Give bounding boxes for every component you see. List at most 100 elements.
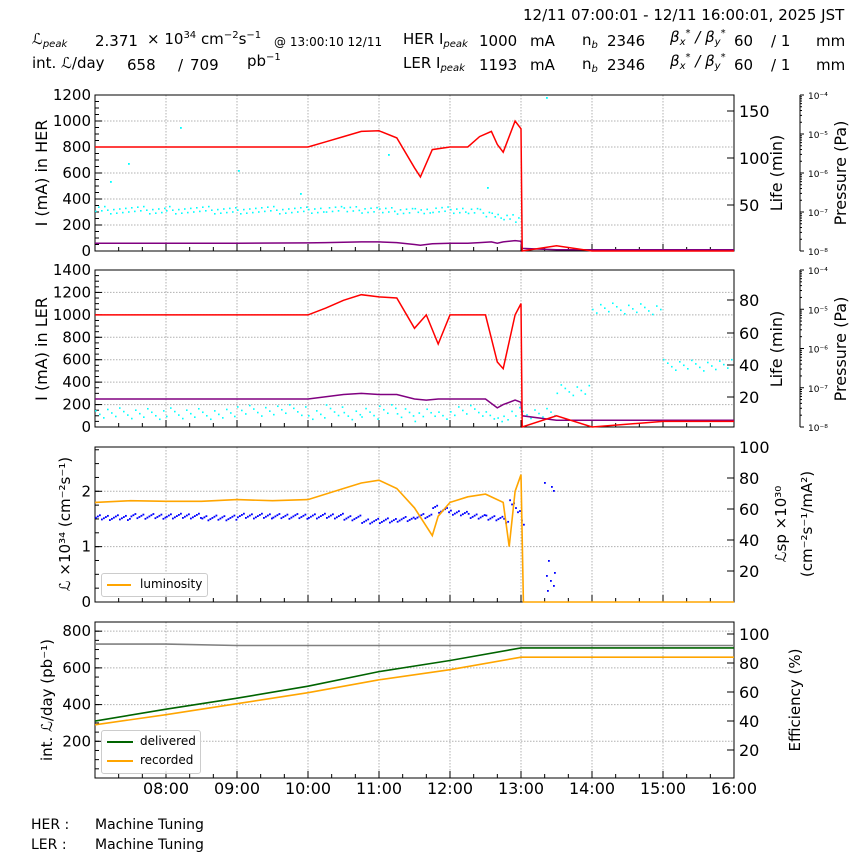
svg-text:Life (min): Life (min) <box>767 135 786 212</box>
ler-peak-current: 1193 <box>479 56 518 74</box>
svg-text:10⁻⁶: 10⁻⁶ <box>808 346 828 356</box>
svg-text:200: 200 <box>62 732 91 750</box>
svg-text:400: 400 <box>62 373 91 391</box>
luminosity-legend-label: luminosity <box>140 577 203 591</box>
svg-text:int. ℒ/day (pb⁻¹): int. ℒ/day (pb⁻¹) <box>38 639 56 761</box>
svg-text:800: 800 <box>62 138 91 156</box>
svg-text:14:00: 14:00 <box>569 779 615 798</box>
svg-text:150: 150 <box>739 102 770 121</box>
ler-beta-label: βx* / βy* <box>670 52 726 72</box>
peak-lumi-label: ℒpeak <box>32 30 68 50</box>
svg-text:ℒ ×10³⁴ (cm⁻²s⁻¹): ℒ ×10³⁴ (cm⁻²s⁻¹) <box>56 457 74 591</box>
svg-text:600: 600 <box>62 351 91 369</box>
peak-time: @ 13:00:10 12/11 <box>274 35 383 49</box>
svg-text:10⁻⁸: 10⁻⁸ <box>808 424 828 434</box>
svg-text:16:00: 16:00 <box>711 779 757 798</box>
int-lumi-label: int. ℒ/day <box>32 54 105 72</box>
footer-her-status: Machine Tuning <box>95 817 204 833</box>
svg-text:60: 60 <box>739 500 759 519</box>
svg-text:Efficiency (%): Efficiency (%) <box>786 649 804 752</box>
svg-text:40: 40 <box>739 356 759 375</box>
her-beta-unit: mm <box>816 32 846 50</box>
ler-peak-label: LER Ipeak <box>403 54 465 74</box>
her-peak-label: HER Ipeak <box>403 30 468 50</box>
panel-2 <box>94 269 735 428</box>
svg-text:20: 20 <box>739 741 759 760</box>
her-beta-y: / 1 <box>771 32 791 50</box>
svg-text:800: 800 <box>62 622 91 640</box>
svg-text:Pressure (Pa): Pressure (Pa) <box>831 121 850 226</box>
recorded-legend-label: recorded <box>140 753 194 767</box>
svg-text:I (mA) in LER: I (mA) in LER <box>32 297 51 401</box>
svg-text:1400: 1400 <box>53 261 91 279</box>
svg-text:11:00: 11:00 <box>356 779 402 798</box>
svg-text:1200: 1200 <box>53 86 91 104</box>
svg-text:1: 1 <box>81 538 91 556</box>
svg-text:10⁻⁴: 10⁻⁴ <box>808 92 828 102</box>
int-lumi-unit: pb−1 <box>247 52 281 70</box>
ler-nb: 2346 <box>607 56 646 74</box>
svg-text:400: 400 <box>62 696 91 714</box>
her-beta-label: βx* / βy* <box>670 28 726 48</box>
svg-text:0: 0 <box>81 242 91 260</box>
svg-text:600: 600 <box>62 164 91 182</box>
footer-her-label: HER : <box>31 817 70 833</box>
ler-current-unit: mA <box>530 56 555 74</box>
svg-text:Life (min): Life (min) <box>767 311 786 388</box>
delivered-legend-swatch <box>107 741 133 743</box>
svg-text:200: 200 <box>62 216 91 234</box>
svg-text:80: 80 <box>739 469 759 488</box>
svg-text:10:00: 10:00 <box>285 779 331 798</box>
svg-text:0: 0 <box>81 593 91 611</box>
int-lumi-delivered: 658 <box>127 56 156 74</box>
svg-text:10⁻⁸: 10⁻⁸ <box>808 248 828 258</box>
svg-text:0: 0 <box>81 418 91 436</box>
svg-text:ℒsp ×10³⁰: ℒsp ×10³⁰ <box>772 486 790 563</box>
luminosity-legend-swatch <box>107 584 131 586</box>
svg-text:40: 40 <box>739 531 759 550</box>
svg-text:1200: 1200 <box>53 283 91 301</box>
ler-nb-label: nb <box>582 55 598 75</box>
svg-text:10⁻⁵: 10⁻⁵ <box>808 131 828 141</box>
intlumi-legend: delivered recorded <box>101 730 201 774</box>
svg-text:12:00: 12:00 <box>427 779 473 798</box>
panel-4 <box>94 621 735 779</box>
int-lumi-total: 709 <box>190 56 219 74</box>
svg-text:I (mA) in HER: I (mA) in HER <box>32 120 51 227</box>
svg-text:20: 20 <box>739 562 759 581</box>
luminosity-legend: luminosity <box>101 573 208 597</box>
her-beta-x: 60 <box>734 32 754 50</box>
svg-text:50: 50 <box>739 196 759 215</box>
footer-ler-label: LER : <box>31 837 67 853</box>
panel-1 <box>94 94 735 252</box>
svg-text:15:00: 15:00 <box>640 779 686 798</box>
ler-beta-x: 60 <box>734 56 754 74</box>
peak-lumi-value: 2.371 <box>95 32 138 50</box>
svg-text:600: 600 <box>62 659 91 677</box>
svg-text:10⁻⁷: 10⁻⁷ <box>808 209 828 219</box>
svg-text:Pressure (Pa): Pressure (Pa) <box>831 297 850 402</box>
svg-text:80: 80 <box>739 291 759 310</box>
her-current-unit: mA <box>530 32 555 50</box>
ler-beta-y: / 1 <box>771 56 791 74</box>
peak-lumi-unit: × 1034 cm−2s−1 <box>147 30 262 48</box>
svg-text:400: 400 <box>62 190 91 208</box>
time-range: 12/11 07:00:01 - 12/11 16:00:01, 2025 JS… <box>523 6 845 24</box>
svg-text:1000: 1000 <box>53 306 91 324</box>
svg-text:(cm⁻²s⁻¹/mA²): (cm⁻²s⁻¹/mA²) <box>798 471 816 577</box>
svg-text:10⁻⁷: 10⁻⁷ <box>808 385 828 395</box>
recorded-legend-swatch <box>107 760 133 762</box>
svg-text:10⁻⁶: 10⁻⁶ <box>808 170 828 180</box>
svg-text:80: 80 <box>739 654 759 673</box>
svg-text:100: 100 <box>739 625 770 644</box>
svg-text:1000: 1000 <box>53 112 91 130</box>
svg-text:60: 60 <box>739 324 759 343</box>
int-lumi-sep: / <box>178 56 184 74</box>
svg-text:13:00: 13:00 <box>498 779 544 798</box>
svg-text:10⁻⁵: 10⁻⁵ <box>808 306 828 316</box>
svg-text:20: 20 <box>739 388 759 407</box>
svg-text:2: 2 <box>81 482 91 500</box>
svg-text:200: 200 <box>62 396 91 414</box>
svg-text:100: 100 <box>739 149 770 168</box>
